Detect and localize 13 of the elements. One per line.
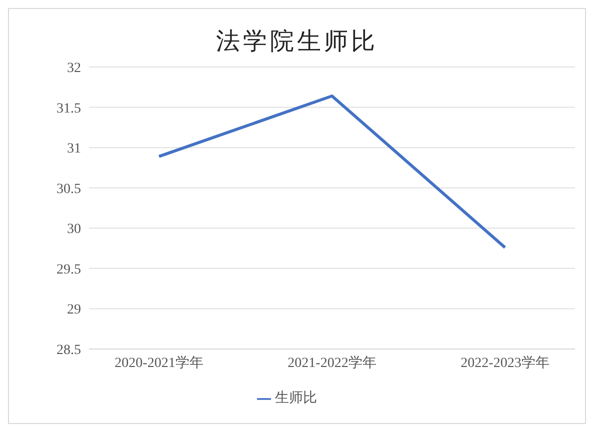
x-tick-label: 2020-2021学年 — [114, 354, 204, 371]
y-tick-label: 31 — [67, 142, 81, 157]
chart-title: 法学院生师比 — [215, 28, 379, 57]
y-tick-label: 30 — [67, 222, 81, 238]
y-tick-label: 29 — [67, 302, 81, 318]
y-tick-label: 30.5 — [56, 182, 81, 197]
x-tick-label: 2021-2022学年 — [288, 354, 376, 371]
y-tick-label: 29.5 — [56, 262, 81, 278]
y-tick-label: 28.5 — [56, 342, 81, 358]
y-tick-label: 32 — [67, 60, 81, 76]
x-tick-label: 2022-2023学年 — [460, 354, 550, 371]
y-tick-label: 31.5 — [56, 101, 81, 116]
legend-label: 生师比 — [275, 391, 317, 406]
